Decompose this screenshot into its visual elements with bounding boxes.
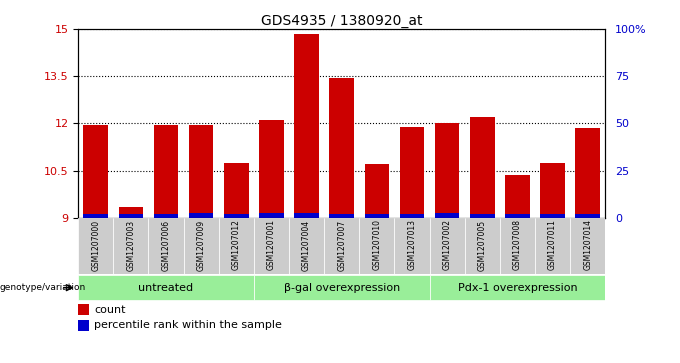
Bar [500,218,535,274]
Text: GSM1207014: GSM1207014 [583,220,592,270]
Text: genotype/variation: genotype/variation [0,283,86,292]
Bar [78,218,114,274]
Bar [78,304,88,315]
Text: GSM1207013: GSM1207013 [407,220,416,270]
Bar [535,218,570,274]
Title: GDS4935 / 1380920_at: GDS4935 / 1380920_at [261,14,422,28]
Text: GSM1207001: GSM1207001 [267,220,276,270]
Bar [329,214,354,218]
Bar [505,175,530,218]
Bar [224,163,249,218]
Text: GSM1207002: GSM1207002 [443,220,452,270]
Bar [224,214,249,218]
Bar [400,127,424,218]
Text: GSM1207011: GSM1207011 [548,220,557,270]
Bar [359,218,394,274]
Bar [294,213,319,218]
Bar [184,218,219,274]
Text: GSM1207008: GSM1207008 [513,220,522,270]
Bar [154,214,178,218]
Bar [118,207,143,218]
Text: GSM1207007: GSM1207007 [337,220,346,270]
Bar [400,214,424,218]
Bar [430,276,605,300]
Bar [435,123,460,218]
Text: GSM1207003: GSM1207003 [126,220,135,270]
Bar [540,214,565,218]
Text: GSM1207006: GSM1207006 [162,220,171,270]
Text: β-gal overexpression: β-gal overexpression [284,283,400,293]
Bar [324,218,359,274]
Bar [254,276,430,300]
Bar [364,214,389,218]
Text: GSM1207010: GSM1207010 [373,220,381,270]
Bar [118,214,143,218]
Text: GSM1207012: GSM1207012 [232,220,241,270]
Bar [84,214,108,218]
Bar [470,214,494,218]
Bar [505,214,530,218]
Bar [259,120,284,218]
Bar [254,218,289,274]
Bar [575,214,600,218]
Bar [435,213,460,218]
Bar [189,213,214,218]
Text: GSM1207004: GSM1207004 [302,220,311,270]
Bar [219,218,254,274]
Text: GSM1207005: GSM1207005 [478,220,487,270]
Bar [114,218,148,274]
Bar [430,218,464,274]
Bar [189,125,214,218]
Text: untreated: untreated [139,283,194,293]
Bar [364,164,389,218]
Bar [540,163,565,218]
Bar [78,320,88,331]
Bar [470,117,494,218]
Text: percentile rank within the sample: percentile rank within the sample [94,321,282,330]
Text: GSM1207009: GSM1207009 [197,220,205,270]
Bar [294,34,319,218]
Bar [575,128,600,218]
Bar [394,218,430,274]
Bar [154,125,178,218]
Bar [464,218,500,274]
Bar [259,213,284,218]
Text: count: count [94,305,126,315]
Bar [289,218,324,274]
Bar [329,78,354,218]
Text: Pdx-1 overexpression: Pdx-1 overexpression [458,283,577,293]
Bar [84,125,108,218]
Bar [148,218,184,274]
Bar [570,218,605,274]
Bar [78,276,254,300]
Text: GSM1207000: GSM1207000 [91,220,100,270]
